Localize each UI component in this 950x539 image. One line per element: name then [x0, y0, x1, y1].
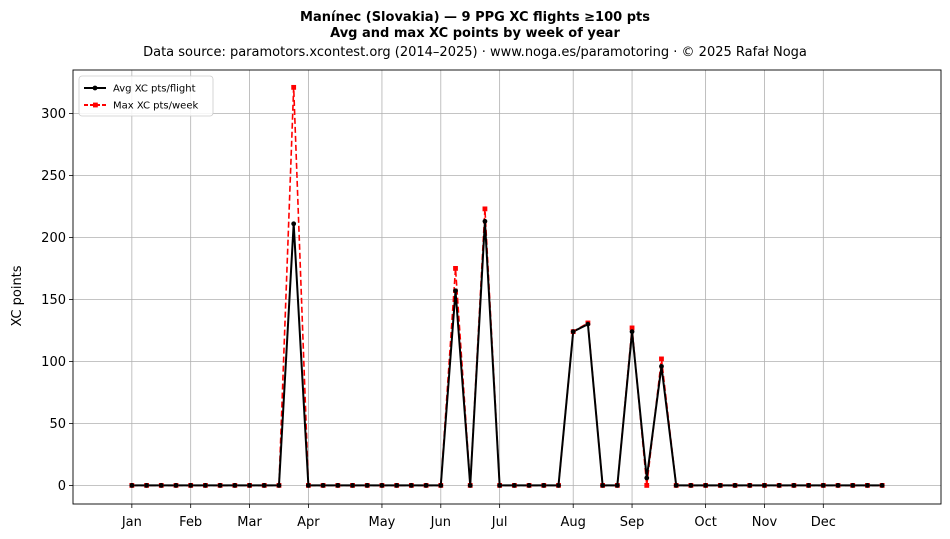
x-tick-label: Aug	[561, 515, 586, 530]
legend-label: Avg XC pts/flight	[113, 84, 196, 95]
data-point-avg	[585, 321, 591, 327]
y-tick-label: 150	[41, 293, 66, 308]
y-tick-label: 200	[41, 231, 66, 246]
data-point-max	[453, 266, 458, 271]
y-tick-label: 250	[41, 169, 66, 184]
x-tick-label: May	[369, 515, 396, 530]
chart-title-line2: Avg and max XC points by week of year	[330, 26, 620, 41]
data-point-avg	[173, 483, 179, 488]
legend-swatch-marker	[93, 102, 98, 108]
data-point-avg	[423, 483, 429, 488]
legend: Avg XC pts/flight Max XC pts/week	[78, 75, 214, 117]
x-tick-label: Feb	[179, 515, 202, 530]
x-tick-label: Mar	[237, 515, 262, 530]
data-point-avg	[717, 483, 723, 488]
data-point-max	[629, 325, 635, 331]
grid	[73, 70, 941, 504]
data-point-avg	[467, 483, 473, 488]
data-point-avg	[850, 483, 856, 488]
data-point-avg	[835, 483, 841, 488]
data-point-avg	[129, 483, 135, 488]
data-point-avg	[261, 483, 267, 488]
data-point-avg	[600, 483, 606, 488]
data-point-avg	[247, 483, 252, 488]
y-tick-label: 300	[41, 107, 66, 122]
data-point-avg	[276, 483, 282, 488]
legend-swatch-marker	[92, 85, 98, 91]
data-point-avg	[232, 483, 238, 488]
data-point-avg	[526, 483, 532, 488]
x-tick-label: Nov	[752, 515, 778, 530]
data-point-avg	[556, 483, 561, 488]
data-point-avg	[497, 483, 503, 488]
data-point-max	[659, 356, 664, 362]
data-point-avg	[688, 483, 694, 488]
data-point-avg	[320, 483, 326, 488]
data-point-avg	[762, 483, 767, 488]
axes: 0 50 100 150 200 250 300 Jan Feb Mar Apr May Jun Jul A…	[41, 107, 836, 530]
data-point-avg	[806, 483, 811, 488]
plot-frame	[72, 69, 942, 505]
data-point-max	[482, 206, 488, 212]
series-line-0	[131, 220, 883, 487]
data-point-avg	[217, 483, 223, 488]
data-point-avg	[629, 329, 635, 335]
data-point-avg	[394, 483, 400, 488]
data-point-avg	[791, 483, 797, 488]
chart-title-line1: Manínec (Slovakia) — 9 PPG XC flights ≥1…	[300, 10, 650, 25]
data-point-avg	[644, 475, 650, 481]
series-line-1	[131, 86, 883, 487]
data-point-avg	[820, 483, 826, 488]
x-tick-label: Jul	[491, 515, 508, 530]
data-point-avg	[732, 483, 738, 488]
data-point-avg	[350, 483, 355, 488]
data-point-avg	[144, 483, 149, 488]
data-point-avg	[291, 221, 297, 227]
y-axis-label: XC points	[10, 265, 25, 326]
chart-subtitle: Data source: paramotors.xcontest.org (20…	[143, 45, 807, 60]
data-point-avg	[541, 483, 547, 488]
data-point-avg	[865, 483, 870, 488]
data-point-avg	[438, 483, 444, 488]
data-point-avg	[364, 483, 370, 488]
x-tick-label: Apr	[297, 515, 320, 530]
data-point-avg	[776, 483, 782, 488]
data-point-avg	[408, 483, 414, 488]
data-point-max	[291, 84, 297, 90]
data-point-avg	[614, 483, 620, 488]
data-point-avg	[158, 483, 164, 488]
data-point-avg	[335, 483, 341, 488]
y-tick-label: 50	[49, 417, 66, 432]
data-point-avg	[453, 288, 458, 294]
data-point-avg	[482, 218, 488, 224]
data-point-avg	[879, 483, 885, 488]
y-tick-label: 0	[58, 479, 66, 494]
data-point-avg	[188, 483, 194, 488]
x-tick-label: Sep	[620, 515, 645, 530]
y-tick-label: 100	[41, 355, 66, 370]
data-point-avg	[511, 483, 517, 488]
data-point-avg	[703, 483, 709, 488]
x-tick-label: Oct	[694, 515, 716, 530]
data-point-avg	[305, 483, 311, 488]
data-point-avg	[673, 483, 679, 488]
data-point-avg	[203, 483, 208, 488]
data-point-avg	[379, 483, 385, 488]
legend-box	[78, 75, 214, 117]
x-tick-label: Jan	[121, 515, 142, 530]
data-point-max	[644, 483, 650, 488]
x-tick-label: Jun	[430, 515, 451, 530]
data-point-avg	[659, 363, 664, 369]
series-layer	[129, 84, 885, 488]
legend-label: Max XC pts/week	[113, 101, 198, 112]
data-point-avg	[747, 483, 753, 488]
x-tick-label: Dec	[811, 515, 836, 530]
data-point-avg	[570, 329, 576, 335]
